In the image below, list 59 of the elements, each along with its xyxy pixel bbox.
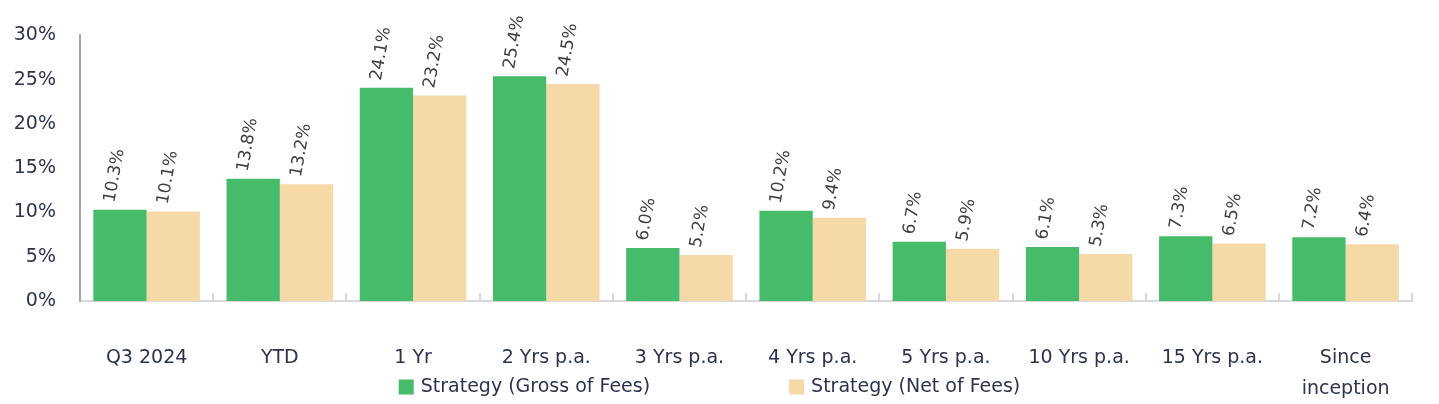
legend-label: Strategy (Gross of Fees) xyxy=(420,373,651,396)
y-tick-label: 5% xyxy=(25,243,56,266)
bar xyxy=(1159,236,1213,301)
x-tick-label: 15 Yrs p.a. xyxy=(1161,344,1264,367)
data-label: 9.4% xyxy=(817,165,846,212)
data-label: 7.2% xyxy=(1297,185,1325,232)
bar xyxy=(413,95,467,301)
y-tick-label: 15% xyxy=(13,155,56,178)
bar xyxy=(679,254,733,301)
x-tick-label: Q3 2024 xyxy=(105,344,188,367)
bar xyxy=(93,209,147,301)
x-tick-label: 3 Yrs p.a. xyxy=(634,344,725,367)
x-tick-label: 2 Yrs p.a. xyxy=(501,344,591,367)
legend-label: Strategy (Net of Fees) xyxy=(811,373,1021,396)
x-tick-label: 4 Yrs p.a. xyxy=(768,344,858,367)
data-label: 7.3% xyxy=(1164,184,1192,231)
x-tick-label: 1 Yr xyxy=(394,344,433,367)
bar xyxy=(359,87,414,301)
data-label: 6.1% xyxy=(1031,194,1059,241)
y-tick-label: 30% xyxy=(13,22,56,45)
bar xyxy=(146,211,200,301)
data-label: 5.9% xyxy=(951,196,979,243)
data-label: 23.2% xyxy=(418,32,448,90)
y-tick-label: 10% xyxy=(13,199,56,222)
bar xyxy=(1345,244,1399,301)
bar xyxy=(492,76,547,301)
bar xyxy=(1079,254,1133,301)
bar xyxy=(812,217,866,301)
y-tick-label: 20% xyxy=(13,110,56,133)
x-tick-label: YTD xyxy=(259,344,299,367)
data-label: 5.2% xyxy=(684,202,712,249)
x-tick-label: 5 Yrs p.a. xyxy=(901,344,991,367)
data-label: 13.8% xyxy=(231,116,261,173)
y-tick-label: 0% xyxy=(25,287,56,310)
data-label: 10.3% xyxy=(98,147,128,204)
bar xyxy=(279,184,334,301)
bar xyxy=(1025,247,1080,301)
data-label: 6.4% xyxy=(1350,192,1379,239)
bar xyxy=(1212,243,1266,301)
data-label: 10.1% xyxy=(151,148,181,206)
data-label: 24.5% xyxy=(551,21,581,79)
data-label: 5.3% xyxy=(1084,202,1112,249)
x-tick-label: Since inception xyxy=(1301,344,1390,398)
bar xyxy=(759,210,813,301)
data-label: 24.1% xyxy=(365,24,395,82)
data-label: 6.0% xyxy=(631,195,659,242)
bar xyxy=(226,178,280,301)
data-label: 6.7% xyxy=(897,189,926,236)
bar xyxy=(892,241,946,301)
y-tick-label: 25% xyxy=(13,66,56,89)
x-tick-label: 10 Yrs p.a. xyxy=(1028,344,1130,367)
bar xyxy=(1292,237,1346,301)
data-label: 25.4% xyxy=(498,13,528,71)
bar xyxy=(546,84,600,301)
bar xyxy=(626,247,680,301)
data-label: 6.5% xyxy=(1217,191,1245,238)
bar xyxy=(945,248,1000,301)
data-label: 13.2% xyxy=(285,121,315,179)
data-label: 10.2% xyxy=(764,147,794,205)
